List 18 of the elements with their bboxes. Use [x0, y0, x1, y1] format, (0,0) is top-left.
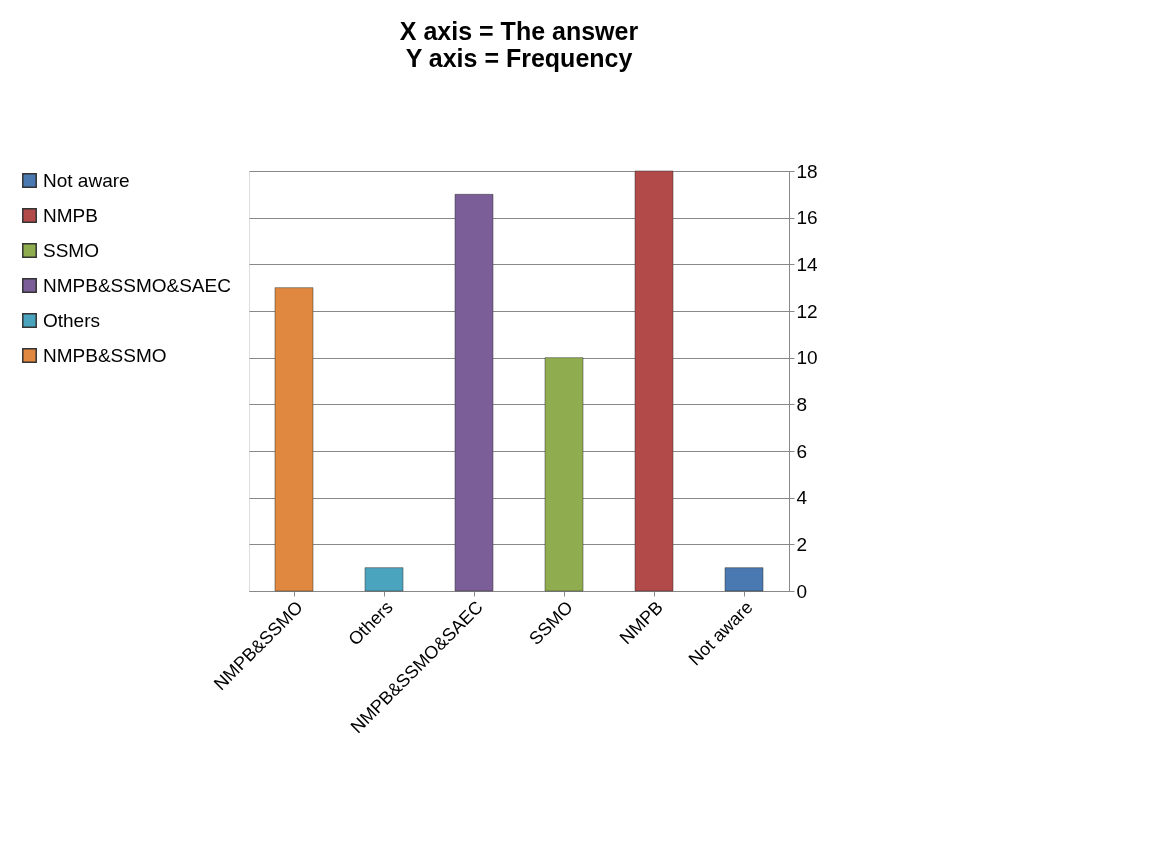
y-tick-label: 10: [796, 347, 818, 369]
text: X axis = The answer: [399, 17, 639, 45]
y-tick-label: 4: [796, 487, 808, 509]
legend-label: Not aware: [43, 169, 130, 191]
y-tick-label: 16: [796, 207, 818, 229]
y-tick-label: 6: [796, 440, 808, 462]
y-tick-label: 18: [796, 160, 818, 182]
y-tick-label: 0: [796, 580, 808, 602]
legend-label: SSMO: [43, 239, 99, 261]
legend-label: NMPB&SSMO&SAEC: [43, 274, 231, 296]
legend-label: Others: [43, 309, 101, 331]
y-tick-label: 8: [796, 393, 808, 415]
y-tick-label: 2: [796, 533, 808, 555]
y-tick-label: 12: [796, 300, 818, 322]
legend-label: NMPB: [43, 204, 98, 226]
text: Y axis = Frequency: [405, 44, 633, 72]
y-tick-label: 14: [796, 253, 819, 275]
legend-label: NMPB&SSMO: [43, 344, 167, 366]
